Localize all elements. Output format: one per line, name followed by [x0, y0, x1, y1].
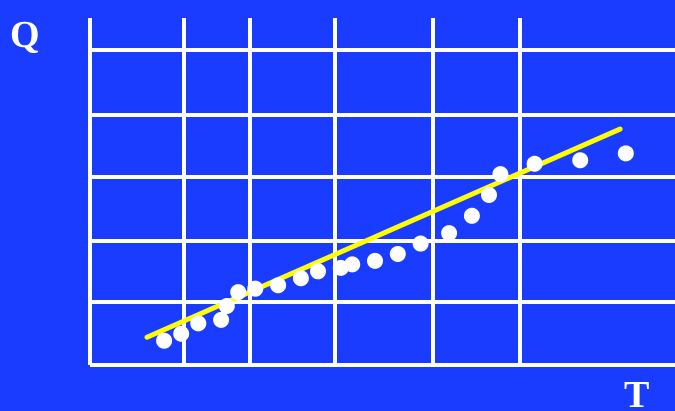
data-point — [463, 207, 480, 224]
data-point — [526, 155, 543, 172]
data-point — [310, 263, 326, 280]
data-point — [412, 235, 429, 252]
data-point — [389, 245, 406, 262]
data-point — [492, 166, 509, 183]
grid — [88, 18, 675, 367]
data-point — [617, 145, 634, 162]
x-axis-label: T — [624, 374, 649, 411]
data-point — [441, 225, 458, 242]
data-point — [247, 280, 264, 297]
data-point — [572, 152, 589, 169]
trendline-layer — [144, 126, 623, 340]
data-point — [156, 332, 173, 349]
data-point — [481, 186, 497, 203]
data-point — [344, 256, 361, 273]
data-point — [292, 270, 309, 287]
data-point — [173, 325, 190, 342]
trendline — [144, 126, 623, 340]
data-point — [218, 298, 235, 315]
data-point — [230, 284, 247, 301]
data-point — [270, 277, 287, 294]
data-point — [367, 252, 383, 269]
data-point — [190, 315, 207, 332]
data-points — [156, 145, 634, 349]
y-axis-label: Q — [10, 14, 40, 56]
data-point — [213, 311, 230, 328]
